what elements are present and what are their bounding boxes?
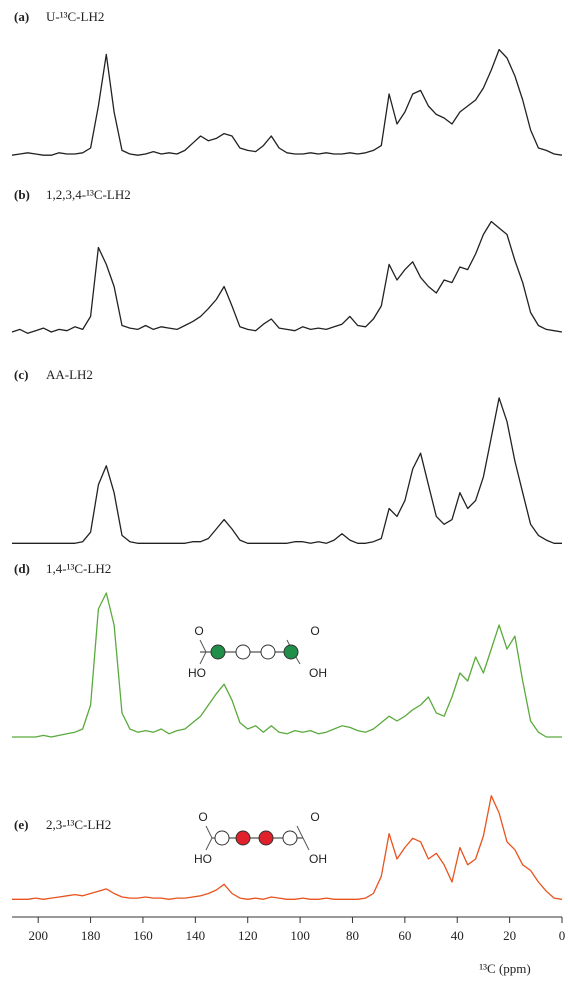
x-tick-label: 160 — [133, 928, 153, 943]
panel-title: 1,4-¹³C-LH2 — [46, 561, 111, 576]
x-tick-label: 140 — [186, 928, 206, 943]
spectrum — [12, 795, 563, 900]
x-tick-label: 100 — [290, 928, 310, 943]
x-tick-label: 60 — [398, 928, 411, 943]
spectrum — [11, 220, 563, 334]
x-tick-label: 0 — [559, 928, 566, 943]
structure-e: O HO O OH — [194, 810, 327, 866]
panel-label: (e) — [14, 817, 28, 832]
x-tick-label: 40 — [451, 928, 464, 943]
atom-label: O — [198, 810, 207, 824]
atom-label: O — [194, 624, 203, 638]
panel-title: 2,3-¹³C-LH2 — [46, 817, 111, 832]
x-tick-label: 80 — [346, 928, 359, 943]
atom-label: HO — [188, 666, 206, 680]
x-tick-label: 20 — [503, 928, 516, 943]
atom-label: OH — [309, 852, 327, 866]
atom-label: O — [310, 624, 319, 638]
panel-title: 1,2,3,4-¹³C-LH2 — [46, 187, 131, 202]
x-tick-label: 200 — [28, 928, 48, 943]
panel-label: (b) — [14, 187, 30, 202]
x-tick-label: 120 — [238, 928, 258, 943]
panel-title: U-¹³C-LH2 — [46, 9, 104, 24]
spectrum — [11, 48, 563, 156]
panel-title: AA-LH2 — [46, 367, 93, 382]
spectrum — [12, 397, 562, 544]
x-tick-label: 180 — [81, 928, 101, 943]
atom-label: HO — [194, 852, 212, 866]
panel-label: (c) — [14, 367, 28, 382]
panel-label: (d) — [14, 561, 30, 576]
panel-label: (a) — [14, 9, 29, 24]
x-axis-label: ¹³C (ppm) — [479, 961, 531, 976]
structure-d: O HO O OH — [188, 624, 327, 680]
atom-label: O — [310, 810, 319, 824]
atom-label: OH — [309, 666, 327, 680]
spectrum — [12, 592, 562, 738]
